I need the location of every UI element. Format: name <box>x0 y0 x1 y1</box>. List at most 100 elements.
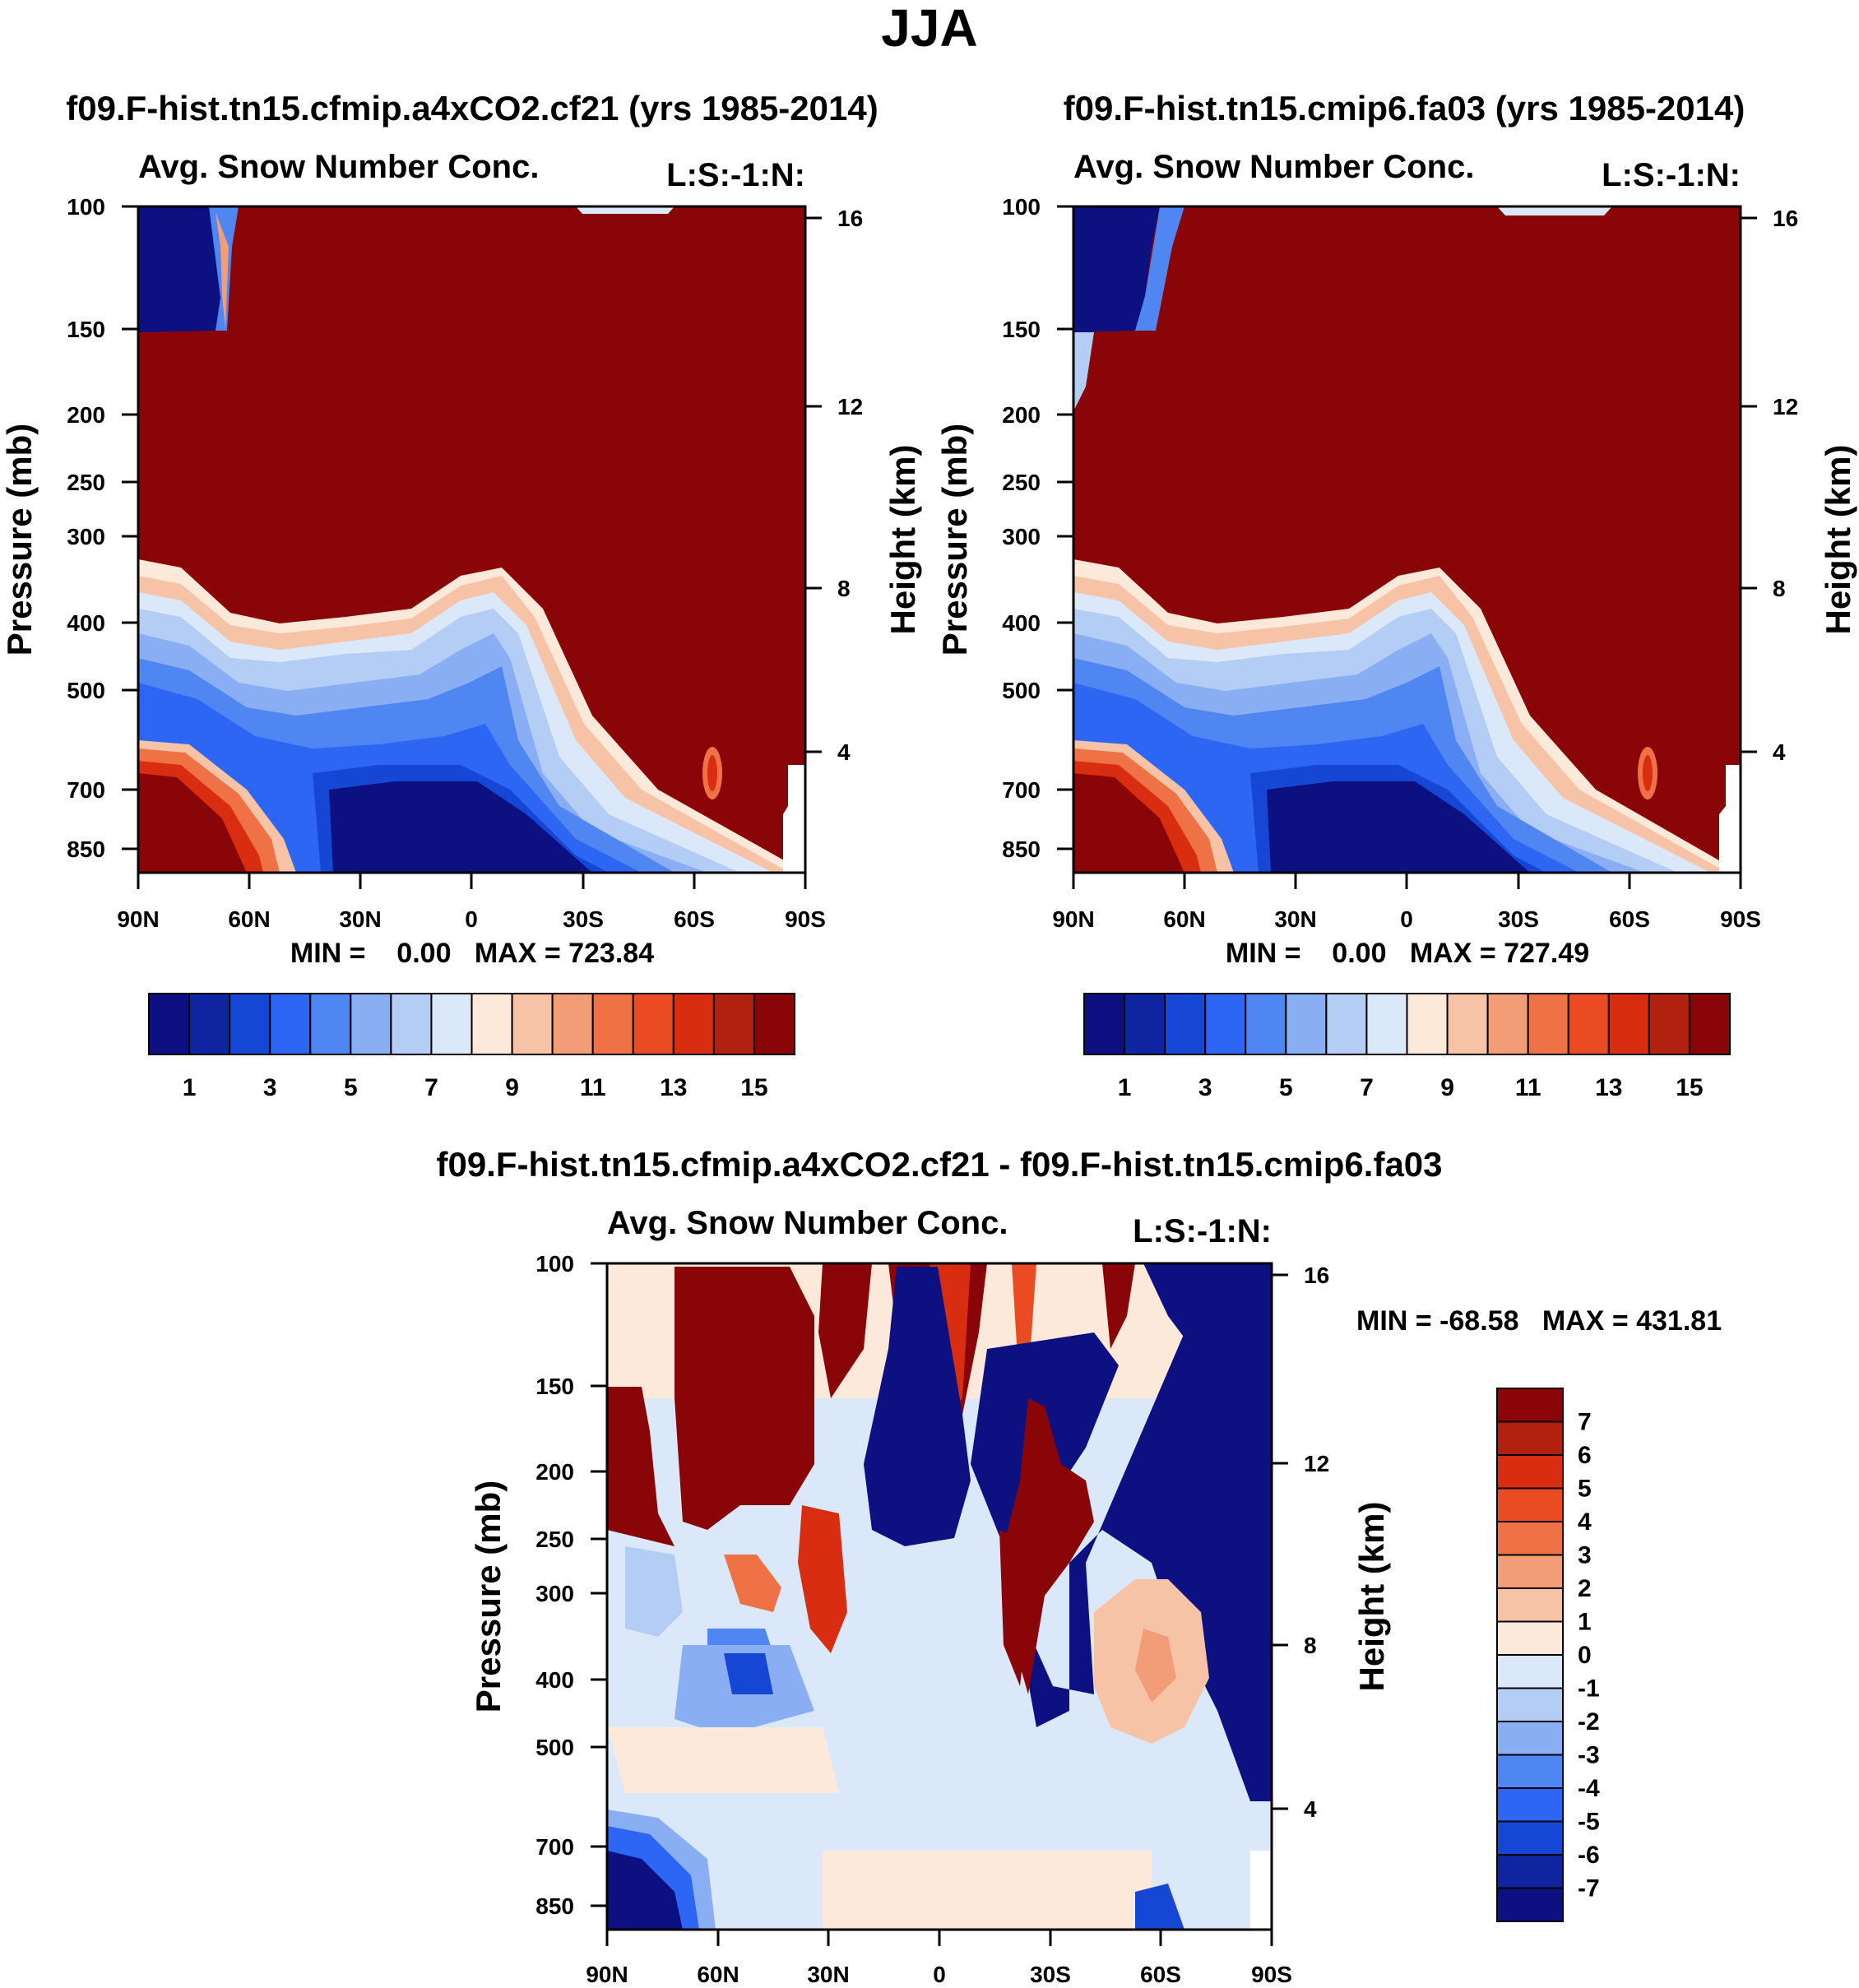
panel-c-colorbar-swatch <box>1496 1388 1564 1423</box>
panel-a-colorbar-swatch <box>591 993 634 1055</box>
panel-a-colorbar-label: 13 <box>660 1074 687 1101</box>
season-title: JJA <box>881 0 977 58</box>
panel-c-colorbar-swatch <box>1496 1487 1564 1522</box>
panel-a-ytick: 300 <box>67 524 105 549</box>
panel-a-y-ticks: 100 150 200 250 300 400 500 700 850 <box>67 194 138 862</box>
panel-c-colorbar-swatch <box>1496 1454 1564 1490</box>
panel-b-colorbar-label: 9 <box>1440 1074 1454 1101</box>
panel-c-y2tick: 16 <box>1304 1263 1329 1288</box>
panel-c-y2tick: 12 <box>1304 1451 1329 1476</box>
panel-a-colorbar-swatch <box>148 993 191 1055</box>
panel-a-colorbar-label: 11 <box>580 1074 606 1101</box>
panel-a-variable-title: Avg. Snow Number Conc. <box>138 149 539 185</box>
panel-b-y-ticks: 100 150 200 250 300 400 500 700 850 <box>1002 194 1073 862</box>
panel-b-variable-title: Avg. Snow Number Conc. <box>1073 149 1474 185</box>
panel-c-y2tick: 4 <box>1304 1796 1317 1822</box>
panel-b-y2-ticks: 16 12 8 4 <box>1741 206 1798 765</box>
panel-c-colorbar-label: 2 <box>1578 1575 1592 1602</box>
panel-a-colorbar-swatch <box>188 993 231 1055</box>
panel-a-xtick: 30S <box>563 906 604 932</box>
panel-difference: f09.F-hist.tn15.cfmip.a4xCO2.cf21 - f09.… <box>436 1145 1722 1987</box>
panel-a-y2tick: 4 <box>837 739 851 765</box>
panel-a-xtick: 90S <box>785 906 826 932</box>
panel-c-minmax: MIN = -68.58 MAX = 431.81 <box>1356 1305 1722 1337</box>
panel-b-xtick: 30N <box>1274 906 1316 932</box>
panel-b-colorbar-swatch <box>1204 993 1247 1055</box>
panel-a-ylabel: Pressure (mb) <box>0 424 39 656</box>
panel-a-y2tick: 16 <box>837 206 863 231</box>
panel-b-xtick: 90S <box>1720 906 1761 932</box>
panel-c-ytick: 850 <box>535 1893 574 1919</box>
panel-b-colorbar-swatch <box>1607 993 1650 1055</box>
panel-a-xtick: 90N <box>117 906 159 932</box>
panel-c-x-ticks: 90N 60N 30N 0 30S 60S 90S <box>586 1930 1292 1987</box>
panel-b-colorbar-swatch <box>1245 993 1287 1055</box>
panel-b-xtick: 0 <box>1400 906 1413 932</box>
panel-a-ytick: 200 <box>67 402 105 428</box>
panel-b-y2label: Height (km) <box>1819 445 1857 635</box>
panel-a-colorbar-swatch <box>471 993 513 1055</box>
panel-a-y2tick: 8 <box>837 576 851 601</box>
panel-c-ylabel: Pressure (mb) <box>469 1481 508 1712</box>
panel-b-ytick: 500 <box>1002 678 1041 703</box>
panel-c-colorbar-swatch <box>1496 1721 1564 1756</box>
panel-c-ytick: 700 <box>535 1834 574 1860</box>
panel-c-colorbar-swatch <box>1496 1787 1564 1823</box>
panel-b-colorbar-swatch <box>1567 993 1610 1055</box>
panel-c-y-ticks: 100 150 200 250 300 400 500 700 850 <box>535 1251 607 1919</box>
panel-c-colorbar-swatch <box>1496 1554 1564 1589</box>
panel-b-colorbar-swatch <box>1083 993 1126 1055</box>
panel-c-ytick: 150 <box>535 1374 574 1399</box>
panel-a-ytick: 150 <box>67 317 105 342</box>
panel-b-x-ticks: 90N 60N 30N 0 30S 60S 90S <box>1052 873 1761 932</box>
panel-b-colorbar-swatch <box>1164 993 1207 1055</box>
panel-a-colorbar-label: 7 <box>424 1074 438 1101</box>
panel-c-ytick: 250 <box>535 1527 574 1552</box>
panel-c-xtick: 0 <box>933 1962 946 1987</box>
panel-b-y2tick: 16 <box>1773 206 1798 231</box>
panel-b-colorbar-swatch <box>1486 993 1529 1055</box>
panel-c-xtick: 90S <box>1251 1962 1292 1987</box>
panel-c-title: f09.F-hist.tn15.cfmip.a4xCO2.cf21 - f09.… <box>436 1145 1442 1184</box>
panel-c-xtick: 60S <box>1140 1962 1181 1987</box>
panel-c-y2-ticks: 16 12 8 4 <box>1272 1263 1329 1822</box>
panel-b-y2tick: 12 <box>1773 394 1798 419</box>
panel-c-colorbar-label: 0 <box>1578 1642 1592 1669</box>
panel-b-ylabel: Pressure (mb) <box>935 424 974 656</box>
panel-a-colorbar-swatch <box>309 993 352 1055</box>
panel-a-ytick: 100 <box>67 194 105 220</box>
panel-c-y2label: Height (km) <box>1352 1502 1391 1692</box>
panel-b-colorbar-label: 3 <box>1198 1074 1212 1101</box>
panel-b-colorbar-label: 13 <box>1595 1074 1622 1101</box>
panel-b-ytick: 400 <box>1002 610 1041 636</box>
panel-a-colorbar-label: 3 <box>263 1074 277 1101</box>
panel-c-colorbar-label: -3 <box>1578 1742 1600 1769</box>
panel-c-colorbar-swatch <box>1496 1420 1564 1456</box>
panel-c-colorbar-swatch <box>1496 1887 1564 1922</box>
panel-a-colorbar-swatch <box>551 993 594 1055</box>
panel-a-y2-ticks: 16 12 8 4 <box>805 206 863 765</box>
panel-b-colorbar-swatch <box>1325 993 1368 1055</box>
panel-b-colorbar-swatch <box>1124 993 1166 1055</box>
panel-a-title: f09.F-hist.tn15.cfmip.a4xCO2.cf21 (yrs 1… <box>66 89 878 127</box>
panel-b-ytick: 250 <box>1002 470 1041 495</box>
panel-model-b: f09.F-hist.tn15.cmip6.fa03 (yrs 1985-201… <box>935 89 1857 1101</box>
panel-a-ytick: 500 <box>67 678 105 703</box>
panel-c-colorbar-label: 1 <box>1578 1609 1592 1636</box>
panel-c-colorbar-swatch <box>1496 1620 1564 1656</box>
panel-b-colorbar-label: 1 <box>1118 1074 1132 1101</box>
panel-c-xtick: 90N <box>586 1962 628 1987</box>
panel-c-ytick: 300 <box>535 1581 574 1606</box>
panel-a-colorbar-swatch <box>269 993 312 1055</box>
panel-b-colorbar-swatch <box>1365 993 1408 1055</box>
panel-b-ytick: 850 <box>1002 836 1041 862</box>
panel-b-colorbar-label: 5 <box>1279 1074 1293 1101</box>
panel-a-colorbar-swatch <box>390 993 433 1055</box>
panel-c-colorbar-swatch <box>1496 1587 1564 1623</box>
panel-b-ytick: 300 <box>1002 524 1041 549</box>
panel-c-colorbar-label: 4 <box>1578 1508 1592 1536</box>
panel-c-contour-field <box>607 1263 1272 1930</box>
panel-a-xtick: 60N <box>228 906 270 932</box>
panel-a-contour-field <box>138 206 805 873</box>
panel-a-y2tick: 12 <box>837 394 863 419</box>
